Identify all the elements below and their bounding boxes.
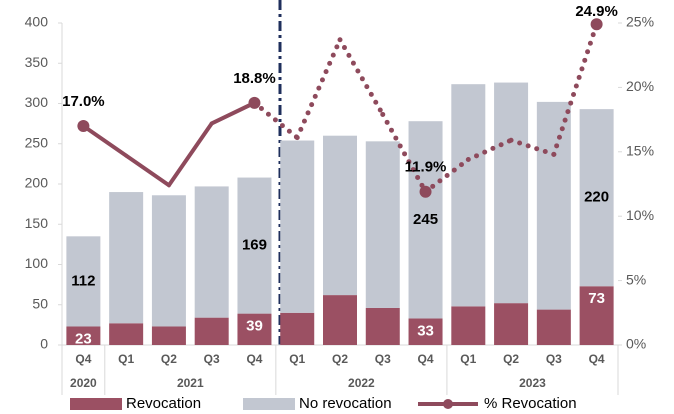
year-label: 2021 (177, 376, 204, 390)
line-segment (81, 124, 129, 158)
data-label: 33 (417, 322, 434, 339)
line-segment (508, 137, 557, 157)
x-tick-label: Q2 (332, 352, 348, 366)
y-tick-label: 100 (25, 255, 49, 271)
data-label: 73 (588, 290, 605, 307)
y-tick-label: 0 (40, 336, 48, 352)
bar-segment (451, 84, 486, 307)
x-tick-label: Q4 (75, 352, 91, 366)
data-label: 17.0% (62, 93, 105, 110)
line-segment (209, 100, 257, 126)
bar-segment (451, 306, 486, 345)
bar-segment (109, 192, 144, 324)
bar-segment (280, 140, 315, 313)
legend-swatch (70, 398, 122, 410)
bar-segment (536, 101, 571, 310)
bar-segment (66, 236, 101, 327)
year-label: 2022 (348, 376, 375, 390)
data-label: 11.9% (405, 159, 447, 176)
year-label: 2023 (519, 376, 546, 390)
bar-segment (408, 121, 443, 319)
x-tick-label: Q2 (503, 352, 519, 366)
bar-segment (365, 307, 400, 345)
y2-tick-label: 0% (626, 336, 646, 352)
y-tick-label: 300 (25, 94, 49, 110)
bar-segment (536, 309, 571, 345)
line-segment (465, 137, 514, 163)
legend-label: % Revocation (484, 395, 577, 412)
line-segment (251, 100, 300, 141)
bar-segment (323, 135, 357, 296)
bar-segment (151, 326, 186, 345)
x-tick-label: Q3 (204, 352, 220, 366)
bar-segment (237, 177, 272, 314)
data-label: 169 (242, 237, 267, 254)
bar-segment (194, 317, 229, 345)
legend-label: No revocation (299, 395, 392, 412)
x-tick-label: Q4 (418, 352, 434, 366)
data-label: 24.9% (575, 3, 618, 20)
y-tick-label: 200 (25, 175, 49, 191)
y2-tick-label: 25% (626, 14, 654, 30)
y-tick-label: 50 (32, 295, 48, 311)
line-marker (419, 185, 432, 198)
data-label: 39 (246, 318, 263, 335)
bar-segment (280, 312, 315, 345)
x-tick-label: Q1 (118, 352, 134, 366)
line-segment (294, 37, 343, 141)
legend-swatch (243, 398, 295, 410)
bar-segment (194, 186, 229, 318)
x-tick-label: Q2 (161, 352, 177, 366)
y2-tick-label: 5% (626, 271, 646, 287)
bar-segment (109, 323, 144, 345)
data-label: 112 (71, 272, 95, 289)
line-segment (124, 153, 171, 188)
x-tick-label: Q1 (460, 352, 476, 366)
line-marker (590, 18, 603, 31)
y-tick-label: 350 (25, 54, 49, 70)
line-segment (337, 37, 386, 117)
data-label: 220 (584, 189, 609, 206)
year-label: 2020 (70, 376, 97, 390)
data-label: 23 (75, 330, 92, 347)
line-marker (248, 96, 261, 109)
line-segment (423, 157, 471, 195)
legend-swatch (443, 399, 453, 409)
y-tick-label: 400 (25, 14, 49, 30)
line-segment (166, 121, 214, 188)
x-tick-label: Q4 (246, 352, 262, 366)
y2-tick-label: 10% (626, 207, 654, 223)
y2-tick-label: 20% (626, 78, 654, 94)
x-tick-label: Q1 (289, 352, 305, 366)
y2-tick-label: 15% (626, 143, 654, 159)
data-label: 245 (413, 211, 438, 228)
bar-segment (579, 286, 614, 345)
line-marker (77, 120, 90, 133)
bar-segment (237, 313, 272, 345)
line-segment (380, 111, 429, 195)
y-tick-label: 250 (25, 134, 49, 150)
x-tick-label: Q3 (375, 352, 391, 366)
bar-segment (579, 109, 614, 287)
bar-segment (494, 82, 529, 304)
bar-segment (408, 318, 443, 345)
legend-label: Revocation (126, 395, 201, 412)
bar-segment (66, 326, 101, 345)
bar-segment (365, 141, 400, 308)
y-tick-label: 150 (25, 215, 49, 231)
data-label: 18.8% (233, 70, 276, 87)
bar-segment (151, 195, 186, 327)
x-tick-label: Q3 (546, 352, 562, 366)
bar-segment (323, 295, 357, 345)
bar-segment (494, 303, 529, 345)
x-tick-label: Q4 (589, 352, 605, 366)
